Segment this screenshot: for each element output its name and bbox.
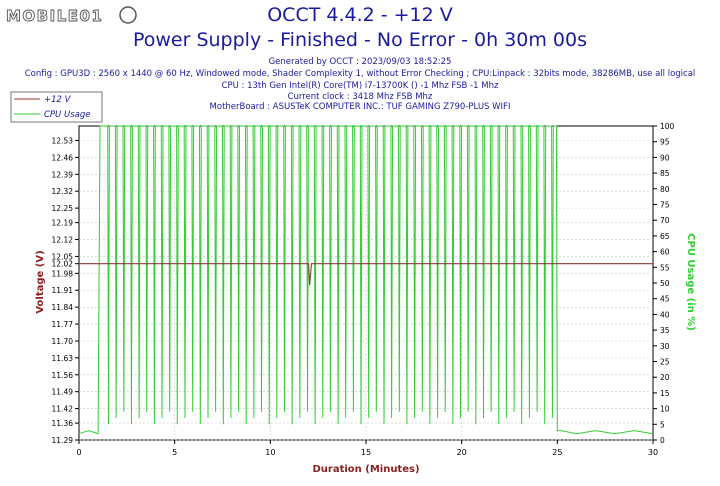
y-left-tick-label: 12.19 xyxy=(52,219,74,228)
y-left-tick-label: 11.77 xyxy=(52,320,74,329)
y-right-tick-label: 20 xyxy=(660,373,670,382)
y-right-tick-label: 65 xyxy=(660,232,670,241)
y-left-tick-label: 11.63 xyxy=(52,354,74,363)
x-tick-label: 30 xyxy=(648,448,658,457)
y-axis-left-label: Voltage (V) xyxy=(35,250,46,313)
info-cpu: CPU : 13th Gen Intel(R) Core(TM) i7-1370… xyxy=(221,81,499,91)
cpu-usage-line xyxy=(78,125,654,435)
y-right-tick-label: 80 xyxy=(660,185,670,194)
grid xyxy=(78,125,654,441)
y-right-tick-label: 30 xyxy=(660,342,670,351)
info-config: Config : GPU3D : 2560 x 1440 @ 60 Hz, Wi… xyxy=(24,69,696,79)
y-left-tick-label: 12.32 xyxy=(52,187,74,196)
chart-subtitle: Power Supply - Finished - No Error - 0h … xyxy=(132,29,588,51)
y-right-tick-label: 40 xyxy=(660,310,670,319)
x-tick-label: 20 xyxy=(457,448,467,457)
info-motherboard: MotherBoard : ASUSTeK COMPUTER INC.: TUF… xyxy=(209,102,511,112)
series xyxy=(78,125,654,435)
x-axis-label: Duration (Minutes) xyxy=(312,464,419,475)
watermark-text: MOBILE01 xyxy=(6,7,103,25)
y-axis-right-label: CPU Usage (in %) xyxy=(685,233,696,331)
y-left-tick-label: 12.12 xyxy=(52,236,74,245)
chart-title: OCCT 4.4.2 - +12 V xyxy=(267,4,453,26)
legend-voltage-label: +12 V xyxy=(44,95,72,105)
x-tick-label: 5 xyxy=(172,448,177,457)
y-right-tick-label: 100 xyxy=(660,122,675,131)
voltage-line xyxy=(79,263,653,286)
axes: 0 5 10 15 20 25 30 12.53 12.46 12.39 12.32 12.25 12.… xyxy=(52,122,675,457)
y-right-tick-label: 90 xyxy=(660,153,670,162)
y-left-tick-label: 11.29 xyxy=(52,436,74,445)
x-tick-label: 10 xyxy=(265,448,275,457)
y-left-tick-label: 12.46 xyxy=(52,153,74,162)
y-right-tick-label: 60 xyxy=(660,248,670,257)
y-right-tick-label: 10 xyxy=(660,405,670,414)
y-right-tick-label: 15 xyxy=(660,389,670,398)
y-left-tick-label: 11.84 xyxy=(52,303,74,312)
legend-box xyxy=(10,91,103,123)
y-left-tick-label: 12.39 xyxy=(52,170,74,179)
x-tick-label: 0 xyxy=(76,448,81,457)
y-right-tick-label: 45 xyxy=(660,295,670,304)
info-generated: Generated by OCCT : 2023/09/03 18:52:25 xyxy=(268,57,452,67)
y-right-tick-label: 70 xyxy=(660,216,670,225)
y-left-tick-label: 11.42 xyxy=(52,405,74,414)
y-left-tick-label: 12.05 xyxy=(52,252,74,261)
y-left-tick-label: 11.56 xyxy=(52,371,74,380)
y-right-tick-label: 5 xyxy=(660,420,665,429)
y-right-tick-label: 95 xyxy=(660,138,670,147)
x-tick-label: 15 xyxy=(361,448,371,457)
watermark-logo-ring xyxy=(119,6,137,24)
y-right-tick-label: 85 xyxy=(660,169,670,178)
y-right-tick-label: 75 xyxy=(660,201,670,210)
y-left-tick-label: 11.70 xyxy=(52,337,74,346)
legend-cpu-label: CPU Usage xyxy=(44,110,90,120)
y-left-tick-label: 11.36 xyxy=(52,419,74,428)
y-right-tick-label: 55 xyxy=(660,263,670,272)
info-clock: Current clock : 3418 Mhz FSB Mhz xyxy=(287,92,433,102)
y-right-tick-label: 50 xyxy=(660,279,670,288)
y-left-tick-label: 11.98 xyxy=(52,269,74,278)
y-left-tick-label: 11.91 xyxy=(52,286,74,295)
y-right-tick-label: 0 xyxy=(660,436,665,445)
y-right-tick-label: 35 xyxy=(660,326,670,335)
y-left-tick-label: 11.49 xyxy=(52,388,74,397)
y-left-tick-label: 12.02 xyxy=(52,260,74,269)
legend: +12 V CPU Usage xyxy=(10,91,103,123)
y-left-tick-label: 12.53 xyxy=(52,136,74,145)
x-tick-label: 25 xyxy=(552,448,562,457)
y-left-tick-label: 12.25 xyxy=(52,204,74,213)
y-right-tick-label: 25 xyxy=(660,358,670,367)
mobile01-watermark: MOBILE01 xyxy=(4,4,139,30)
